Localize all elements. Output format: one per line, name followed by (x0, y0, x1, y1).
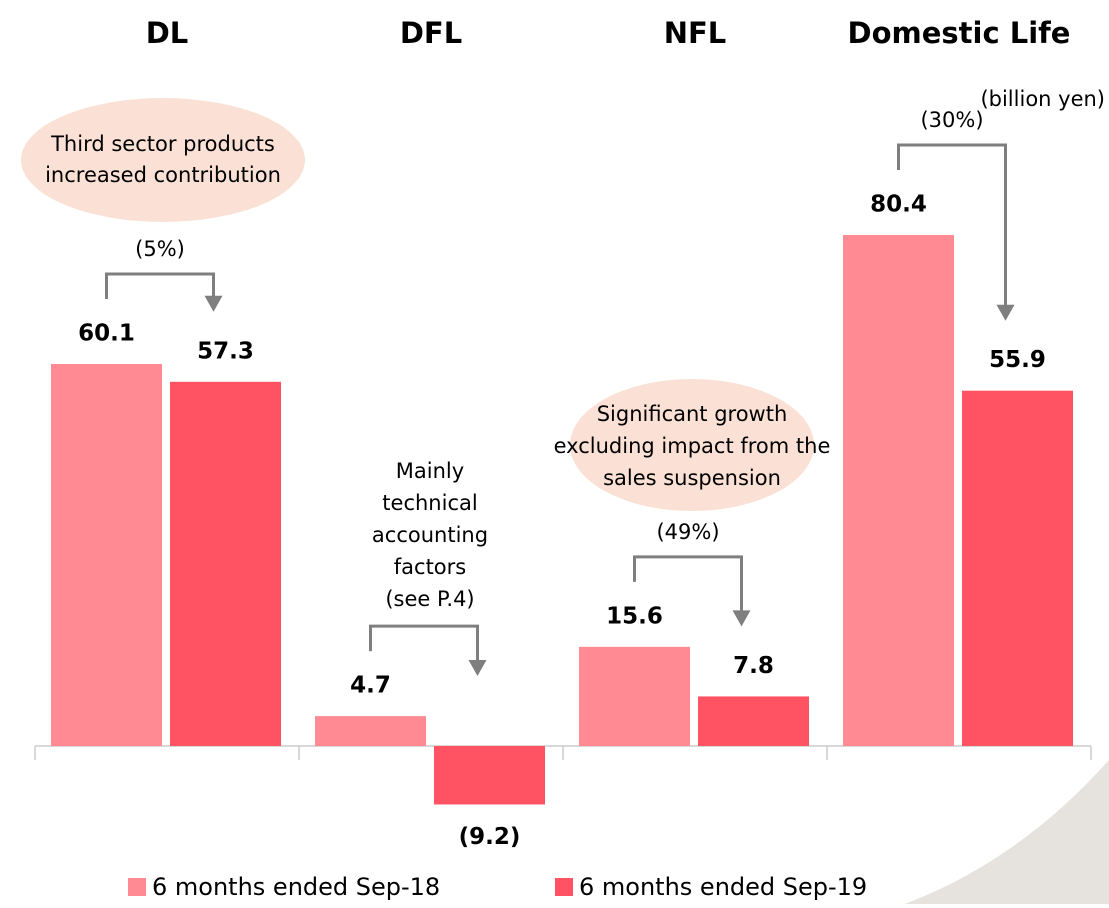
callout-text: excluding impact from the (554, 434, 831, 458)
callout-text: (see P.4) (385, 587, 474, 611)
unit-label: (billion yen) (980, 87, 1105, 111)
value-label: 57.3 (197, 338, 254, 364)
change-label: (5%) (135, 237, 185, 261)
arrow-head (996, 304, 1015, 321)
bar (843, 234, 954, 746)
value-label: 7.8 (733, 653, 774, 679)
category-label: NFL (664, 16, 727, 50)
bar (170, 381, 281, 746)
callout-bubble (570, 379, 814, 511)
callout-text: technical (382, 491, 477, 515)
callout-text: sales suspension (603, 466, 781, 490)
change-label: (30%) (920, 108, 983, 132)
change-label: (49%) (656, 520, 719, 544)
change-bracket (633, 555, 743, 613)
value-label: (9.2) (459, 824, 521, 850)
legend-label: 6 months ended Sep-19 (579, 873, 867, 901)
category-label: DFL (400, 16, 462, 50)
callout-text: factors (394, 555, 466, 579)
legend-label: 6 months ended Sep-18 (152, 873, 440, 901)
callout-text: accounting (372, 523, 488, 547)
arrow-head (468, 660, 487, 676)
callout-text: Significant growth (597, 402, 788, 426)
bar (51, 364, 162, 746)
value-label: 15.6 (606, 603, 663, 629)
callout-bubble (21, 98, 305, 222)
value-label: 4.7 (350, 673, 391, 699)
category-label: Domestic Life (848, 16, 1071, 50)
change-bracket (105, 272, 215, 300)
callout-text: Third sector products (50, 132, 275, 156)
change-bracket (369, 624, 479, 662)
bar (315, 716, 426, 746)
value-label: 55.9 (989, 347, 1046, 373)
category-label: DL (146, 16, 189, 50)
bar (579, 646, 690, 746)
arrow-head (732, 610, 751, 627)
change-bracket (897, 143, 1007, 307)
callout-text: increased contribution (45, 163, 281, 187)
value-label: 80.4 (870, 191, 927, 217)
bar (962, 390, 1073, 746)
callout-text: Mainly (396, 459, 464, 483)
value-label: 60.1 (78, 321, 135, 347)
bar (698, 696, 809, 746)
decoration (905, 760, 1109, 904)
legend-swatch (555, 878, 573, 896)
legend-swatch (128, 878, 146, 896)
arrow-head (204, 295, 223, 312)
bar (434, 746, 545, 805)
